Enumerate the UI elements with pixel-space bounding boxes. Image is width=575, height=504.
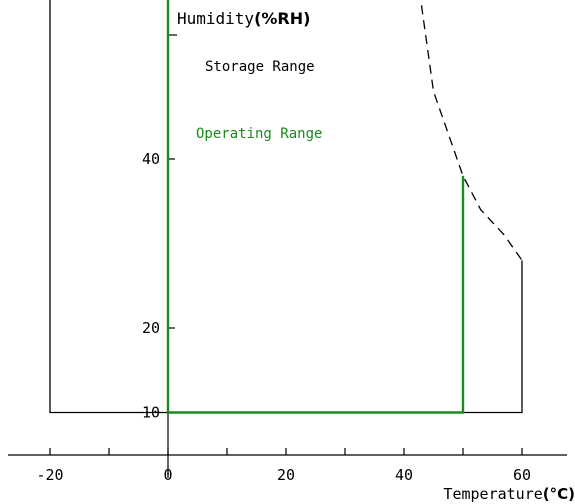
x-tick-label-0: 0	[163, 466, 172, 484]
operating-range-label: Operating Range	[196, 126, 322, 142]
x-tick-label-40: 40	[395, 466, 413, 484]
storage-range-dashed-boundary	[420, 0, 523, 261]
y-axis-unit: (%RH)	[254, 9, 310, 28]
series-layer	[49, 0, 523, 414]
operating-range-boundary	[166, 0, 465, 414]
x-tick-label-20: -20	[36, 466, 63, 484]
y-axis-label: Humidity	[177, 9, 254, 28]
x-axis-unit: (°C)	[543, 485, 575, 503]
x-tick-label-60: 60	[513, 466, 531, 484]
y-axis-title: Humidity(%RH)	[177, 9, 310, 28]
labels-layer: Storage Range Operating Range	[196, 59, 322, 142]
y-tick-label-40: 40	[142, 150, 160, 168]
storage-range-label: Storage Range	[205, 59, 315, 75]
x-axis-title: Temperature(°C)	[443, 485, 575, 503]
x-axis-label: Temperature	[443, 485, 542, 503]
y-tick-label-20: 20	[142, 319, 160, 337]
x-tick-label-20: 20	[277, 466, 295, 484]
storage-range-boundary	[49, 0, 523, 414]
